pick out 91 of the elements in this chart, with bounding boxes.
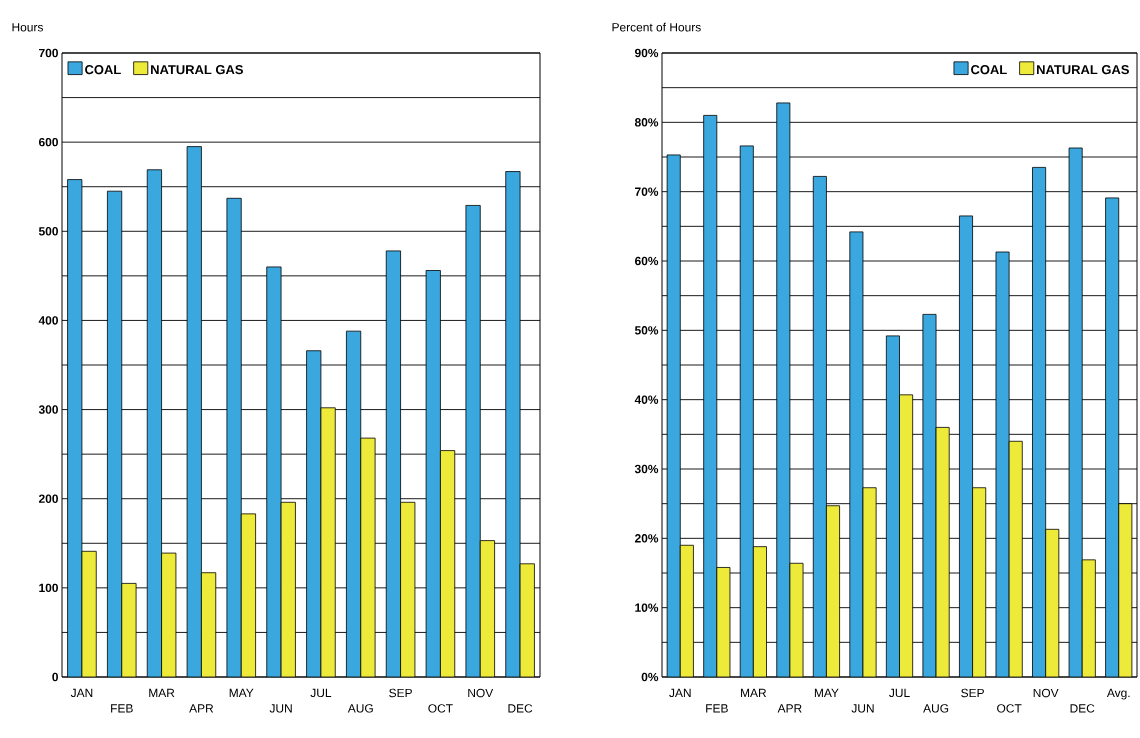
x-tick-label: Avg. (1106, 688, 1130, 700)
x-tick-label: APR (189, 704, 214, 713)
legend-label: NATURAL GAS (1037, 65, 1129, 75)
x-tick-label: AUG (347, 704, 373, 713)
x-tick-label: OCT (428, 704, 453, 713)
x-tick-label: SEP (389, 688, 412, 698)
y-tick-label: 700 (39, 48, 58, 58)
y-tick-label: 0% (641, 672, 659, 682)
bar (280, 501, 296, 677)
y-tick-label: 100 (39, 583, 58, 593)
x-tick-label: OCT (997, 704, 1022, 713)
x-tick-label: MAY (814, 688, 839, 697)
bar (306, 350, 322, 677)
y-tick-label: 40% (634, 395, 659, 404)
legend-label: COAL (85, 65, 121, 75)
bar (146, 169, 162, 677)
y-tick-label: 70% (635, 187, 659, 196)
bar (479, 540, 495, 677)
x-tick-label: APR (777, 704, 802, 713)
bar (703, 115, 718, 677)
bar (849, 231, 864, 677)
y-tick-label: 400 (38, 316, 58, 325)
x-tick-label: JAN (70, 688, 93, 698)
x-tick-label: DEC (508, 704, 533, 713)
y-tick-label: 30% (634, 464, 659, 474)
y-tick-label: 60% (635, 256, 659, 266)
bar (752, 546, 767, 677)
y-tick-label: 200 (38, 494, 58, 503)
x-tick-label: MAR (741, 688, 767, 697)
y-tick-label: 20% (634, 534, 659, 543)
bar (826, 505, 840, 677)
x-tick-label: MAR (149, 688, 175, 697)
bar (425, 270, 441, 677)
bar (201, 572, 217, 677)
bar (679, 544, 694, 677)
x-tick-label: FEB (111, 704, 133, 713)
bar (1008, 440, 1023, 677)
bar (666, 154, 681, 677)
bar (360, 437, 376, 677)
bar (812, 176, 827, 677)
y-tick-label: 500 (38, 227, 58, 236)
x-tick-label: DEC (1070, 704, 1095, 713)
x-tick-label: JAN (669, 688, 691, 698)
bar (465, 205, 481, 677)
bar (959, 215, 973, 677)
bar (776, 102, 791, 677)
y-tick-label: 600 (38, 137, 58, 147)
bar (385, 250, 401, 677)
bar (226, 197, 242, 677)
y-tick-label: 50% (634, 326, 659, 335)
x-tick-label: JUN (851, 704, 874, 713)
bar (972, 487, 987, 677)
x-tick-label: JUL (310, 688, 332, 698)
x-tick-label: SEP (961, 688, 984, 698)
x-tick-label: MAY (229, 688, 254, 697)
bar (1032, 167, 1047, 677)
bar (519, 563, 535, 677)
y-tick-label: 80% (634, 118, 659, 127)
legend-label: NATURAL GAS (151, 65, 243, 75)
bar (400, 501, 416, 677)
x-tick-label: JUN (269, 704, 292, 713)
x-tick-label: NOV (468, 688, 494, 698)
y-axis-title: Hours (12, 23, 43, 32)
bar (1045, 528, 1060, 677)
bar (107, 190, 123, 677)
bar (346, 330, 362, 677)
bar (935, 427, 950, 677)
bar (1105, 197, 1120, 677)
bar (320, 407, 336, 677)
x-tick-label: JUL (889, 688, 910, 698)
x-tick-label: AUG (923, 704, 949, 713)
bar (1081, 559, 1096, 677)
bar (899, 394, 914, 677)
bar (266, 266, 282, 677)
bar (67, 179, 83, 677)
bar (739, 145, 754, 677)
y-tick-label: 10% (635, 603, 659, 612)
y-axis-title: Percent of Hours (612, 22, 701, 32)
x-tick-label: FEB (706, 704, 728, 713)
y-tick-label: 90% (634, 48, 659, 58)
bar (186, 146, 202, 677)
y-tick-label: 0 (52, 672, 58, 682)
bar (1118, 503, 1133, 677)
bar (505, 171, 521, 677)
bar (716, 567, 731, 677)
x-tick-label: NOV (1033, 688, 1059, 698)
bar (885, 335, 900, 677)
bar (440, 450, 456, 677)
legend-label: COAL (971, 65, 1007, 75)
bar (1068, 147, 1083, 677)
y-tick-label: 300 (38, 405, 58, 414)
